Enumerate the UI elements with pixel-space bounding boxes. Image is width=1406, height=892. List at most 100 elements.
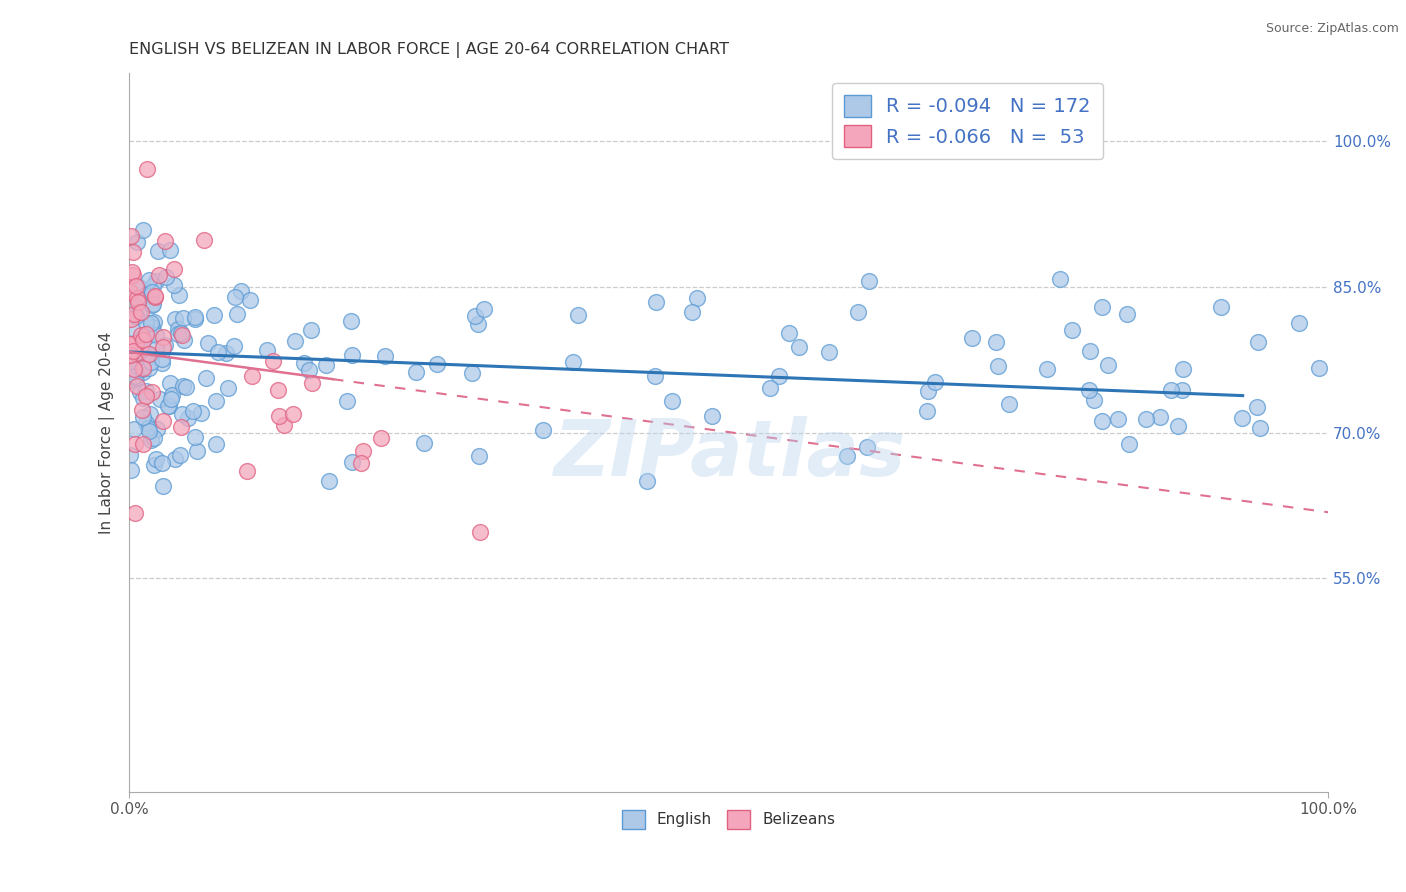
Point [159, 376, 181, 390]
Point [467, 317, 489, 331]
Point [169, 448, 191, 462]
Point [301, 376, 323, 391]
Point [681, 305, 703, 319]
Point [121, 373, 143, 387]
Point [120, 349, 142, 363]
Point [1097, 358, 1119, 372]
Point [817, 344, 839, 359]
Point [846, 304, 869, 318]
Point [121, 245, 143, 260]
Point [159, 392, 181, 406]
Point [127, 359, 149, 374]
Point [1167, 419, 1189, 434]
Point [128, 279, 150, 293]
Point [315, 358, 337, 372]
Point [197, 335, 219, 350]
Point [121, 265, 143, 279]
Point [1091, 300, 1114, 314]
Point [240, 368, 263, 383]
Point [122, 307, 145, 321]
Point [163, 312, 186, 326]
Point [152, 478, 174, 492]
Point [143, 289, 166, 303]
Point [464, 309, 486, 323]
Point [686, 291, 709, 305]
Point [1149, 410, 1171, 425]
Point [121, 321, 143, 335]
Point [1247, 335, 1270, 350]
Point [661, 394, 683, 409]
Point [1308, 360, 1330, 375]
Point [172, 378, 194, 392]
Point [340, 454, 363, 468]
Point [122, 344, 145, 359]
Point [567, 308, 589, 322]
Point [146, 244, 169, 259]
Point [145, 342, 167, 356]
Point [173, 333, 195, 347]
Point [1078, 343, 1101, 358]
Point [148, 268, 170, 282]
Point [131, 362, 153, 376]
Point [125, 335, 148, 350]
Point [124, 299, 146, 313]
Point [141, 319, 163, 334]
Point [157, 399, 180, 413]
Point [127, 378, 149, 392]
Point [170, 326, 193, 340]
Point [152, 414, 174, 428]
Point [636, 474, 658, 488]
Point [1115, 307, 1137, 321]
Point [702, 409, 724, 423]
Point [124, 437, 146, 451]
Point [1246, 400, 1268, 414]
Point [121, 374, 143, 388]
Point [204, 308, 226, 322]
Point [132, 333, 155, 347]
Point [141, 298, 163, 312]
Point [262, 354, 284, 368]
Point [292, 356, 315, 370]
Point [984, 334, 1007, 349]
Point [1107, 412, 1129, 426]
Point [1171, 383, 1194, 397]
Point [170, 408, 193, 422]
Point [1118, 437, 1140, 451]
Point [152, 330, 174, 344]
Point [222, 338, 245, 352]
Point [120, 336, 142, 351]
Point [150, 351, 173, 366]
Point [167, 327, 190, 342]
Point [336, 393, 359, 408]
Point [155, 269, 177, 284]
Point [138, 424, 160, 438]
Point [163, 278, 186, 293]
Point [468, 449, 491, 463]
Point [143, 458, 166, 472]
Text: Source: ZipAtlas.com: Source: ZipAtlas.com [1265, 22, 1399, 36]
Point [131, 223, 153, 237]
Point [121, 268, 143, 282]
Point [1249, 421, 1271, 435]
Point [184, 429, 207, 443]
Point [128, 306, 150, 320]
Point [340, 314, 363, 328]
Point [281, 407, 304, 421]
Point [370, 431, 392, 445]
Point [165, 451, 187, 466]
Point [184, 310, 207, 325]
Point [181, 403, 204, 417]
Point [141, 355, 163, 369]
Point [350, 456, 373, 470]
Point [204, 437, 226, 451]
Point [177, 410, 200, 425]
Point [561, 354, 583, 368]
Point [299, 323, 322, 337]
Point [124, 279, 146, 293]
Point [129, 305, 152, 319]
Point [997, 397, 1019, 411]
Point [1173, 362, 1195, 376]
Point [132, 437, 155, 451]
Point [267, 409, 290, 424]
Point [924, 375, 946, 389]
